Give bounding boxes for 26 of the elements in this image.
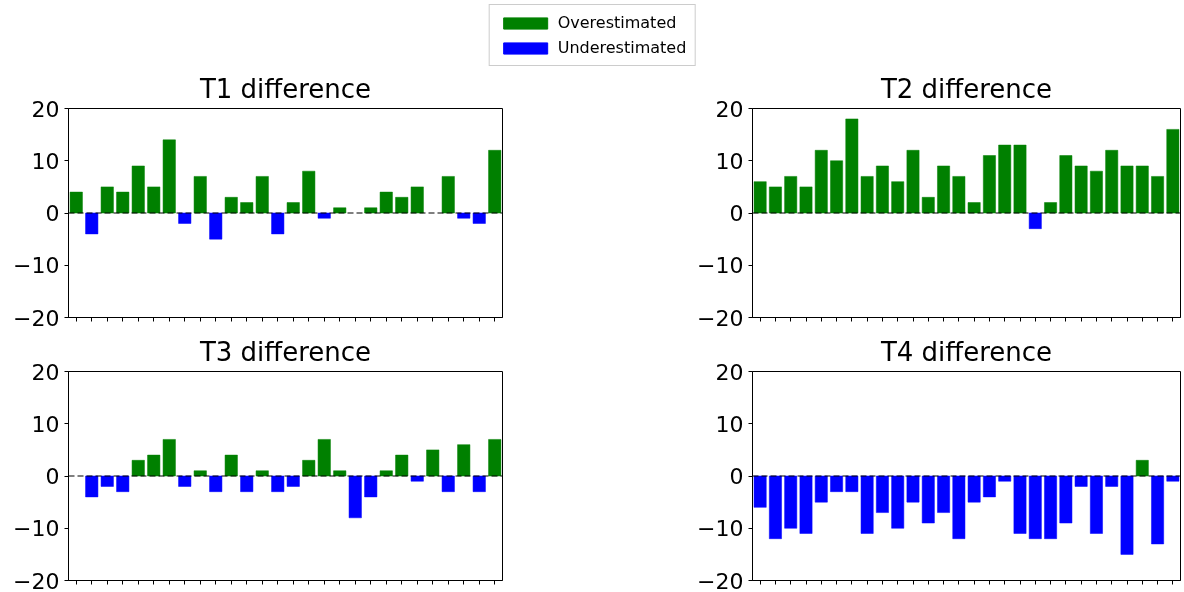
y-tick-label: 10 [715, 411, 744, 437]
legend-label: Overestimated [557, 13, 677, 32]
y-tick-label: −10 [697, 253, 744, 279]
y-tick-label: −20 [697, 305, 744, 331]
chart-title: T1 difference [198, 73, 372, 104]
y-tick-label: 20 [31, 96, 60, 122]
y-tick-label: 0 [45, 464, 60, 489]
chart-title: T3 difference [198, 336, 372, 367]
y-tick-label: 10 [31, 148, 60, 174]
chart-title: T2 difference [879, 73, 1053, 104]
y-tick-label: 20 [715, 359, 744, 385]
y-tick-label: −20 [13, 568, 60, 592]
y-tick-label: −10 [13, 253, 60, 279]
y-tick-label: −20 [13, 305, 60, 331]
y-tick-label: 10 [31, 411, 60, 437]
y-tick-label: −10 [697, 516, 744, 542]
chart-title: T4 difference [879, 336, 1053, 367]
legend-label: Underestimated [557, 38, 687, 57]
y-tick-label: 20 [715, 96, 744, 122]
y-tick-label: −20 [697, 568, 744, 592]
y-tick-label: 10 [715, 148, 744, 174]
y-tick-label: 0 [45, 201, 60, 226]
y-tick-label: 20 [31, 359, 60, 385]
y-tick-label: −10 [13, 516, 60, 542]
y-tick-label: 0 [729, 201, 744, 226]
y-tick-label: 0 [729, 464, 744, 489]
